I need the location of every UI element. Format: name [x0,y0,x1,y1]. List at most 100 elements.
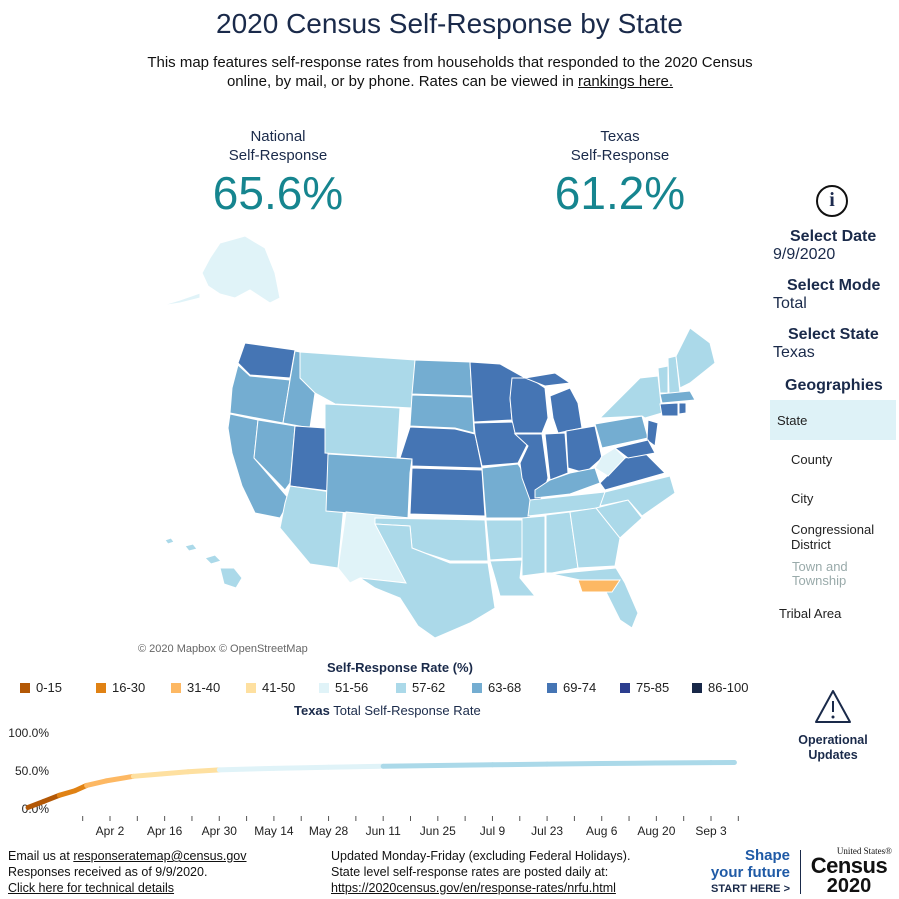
series-line-segment [84,778,109,788]
series-line-segment [599,760,659,767]
state-maryland [613,439,656,459]
territory-puerto-rico [577,579,621,593]
legend-label: 51-56 [335,680,369,695]
state-indiana [544,432,569,481]
x-tick-label: Jun 11 [366,824,401,838]
national-value: 65.6% [212,167,344,219]
legend-swatch [246,682,256,693]
series-line-segment [41,792,62,804]
legend-item[interactable]: 16-30 [96,680,145,695]
state-wisconsin [509,377,549,434]
x-tick-label: Aug 20 [637,824,675,838]
geo-state[interactable]: State [770,400,896,440]
select-state-label: Select State [788,326,879,343]
census-2020-logo: United States® Census 2020 [810,846,892,897]
us-map[interactable] [150,228,770,648]
state-maine [675,327,716,389]
x-tick-label: Apr 30 [202,824,238,838]
legend-item[interactable]: 0-15 [20,680,62,695]
x-tick-label: Sep 3 [695,824,727,838]
x-tick-label: Jul 23 [531,824,563,838]
x-tick-label: May 14 [254,824,294,838]
series-line-segment [489,761,550,768]
legend-item[interactable]: 86-100 [692,680,748,695]
legend-label: 63-68 [488,680,522,695]
legend-swatch [472,682,482,693]
warning-icon[interactable] [813,688,853,726]
series-line-segment [130,771,164,779]
legend-item[interactable]: 51-56 [319,680,368,695]
geo-congressional-district[interactable]: Congressional District [791,522,875,552]
state-alabama [545,511,579,574]
series-line-segment [25,798,47,810]
nrfu-link[interactable]: https://2020census.gov/en/response-rates… [331,881,616,895]
legend-swatch [171,682,181,693]
national-label: National Self-Response [228,128,328,164]
legend-item[interactable]: 63-68 [472,680,521,695]
legend-label: 69-74 [563,680,597,695]
state-value: 61.2% [554,167,686,219]
info-icon[interactable]: i [816,185,848,217]
legend: 0-15 16-30 31-40 41-50 51-56 57-62 63-68 69-74 7… [20,680,780,696]
series-line-segment [185,767,222,775]
legend-swatch [547,682,557,693]
state-florida [551,567,639,629]
geo-county[interactable]: County [791,452,833,467]
state-alaska [159,235,281,307]
state-nebraska [399,426,483,469]
legend-label: 41-50 [262,680,296,695]
legend-item[interactable]: 57-62 [396,680,445,695]
footer-divider [800,850,801,894]
chart-title: Texas Total Self-Response Rate [294,703,481,718]
y-tick-label: 50.0% [15,764,49,778]
select-mode-value[interactable]: Total [773,295,807,312]
legend-item[interactable]: 41-50 [246,680,295,695]
state-kentucky [534,467,601,499]
x-tick-label: Aug 6 [586,824,618,838]
legend-swatch [396,682,406,693]
state-mississippi [521,515,546,577]
geo-tribal-area[interactable]: Tribal Area [779,606,842,621]
geo-town-township[interactable]: Town and Township [792,559,848,588]
legend-item[interactable]: 69-74 [547,680,596,695]
map-attribution: © 2020 Mapbox © OpenStreetMap [138,643,308,655]
geographies-label: Geographies [785,377,883,394]
legend-label: 86-100 [708,680,749,695]
state-kansas [409,467,486,517]
footer-contact: Email us at responseratemap@census.gov R… [8,849,247,895]
state-montana [299,351,416,409]
select-state-value[interactable]: Texas [773,344,815,361]
series-line-segment [158,769,191,777]
page-title: 2020 Census Self-Response by State [216,8,683,39]
y-tick-label: 100.0% [8,726,49,740]
geo-city[interactable]: City [791,491,814,506]
intro-text: This map features self-response rates fr… [147,54,753,90]
series-line-segment [216,765,277,773]
legend-swatch [692,682,702,693]
rankings-link[interactable]: rankings here. [577,73,674,90]
select-mode-label: Select Mode [787,277,881,294]
state-north-carolina [599,475,676,517]
legend-item[interactable]: 31-40 [171,680,220,695]
state-south-dakota [409,394,475,434]
state-wyoming [324,403,401,459]
x-tick-label: May 28 [309,824,349,838]
x-tick-label: Jun 25 [420,824,456,838]
legend-swatch [620,682,630,693]
operational-updates-label[interactable]: Operational Updates [798,733,868,762]
footer-updates: Updated Monday-Friday (excluding Federal… [331,849,631,895]
series-line-segment [103,773,136,784]
state-colorado [325,453,413,519]
select-date-value[interactable]: 9/9/2020 [773,246,836,263]
state-new-jersey [646,419,659,447]
legend-label: 31-40 [187,680,221,695]
legend-label: 57-62 [412,680,446,695]
legend-title: Self-Response Rate (%) [327,660,473,675]
legend-item[interactable]: 75-85 [620,680,669,695]
technical-details-link[interactable]: Click here for technical details [8,881,175,895]
series-line-segment [544,761,605,767]
state-ohio [565,425,603,474]
state-nevada [253,419,296,491]
shape-your-future-badge[interactable]: Shape your future START HERE > [710,847,790,895]
email-link[interactable]: responseratemap@census.gov [73,849,247,863]
